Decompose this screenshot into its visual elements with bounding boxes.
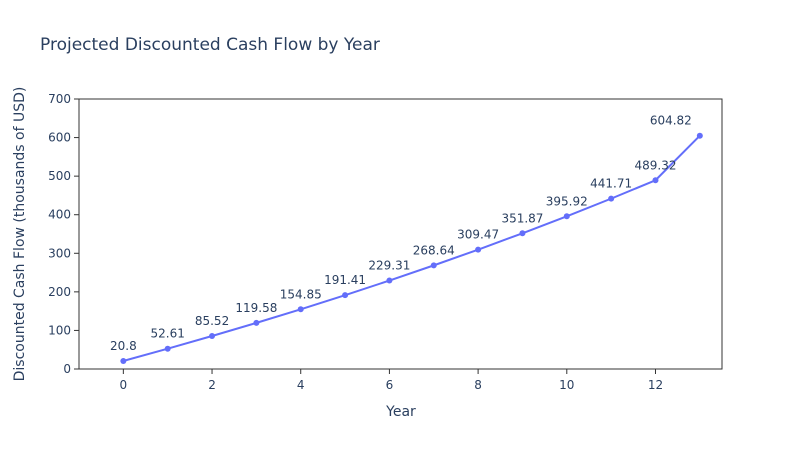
y-tick-label: 700 <box>48 92 71 106</box>
y-tick-label: 100 <box>48 323 71 337</box>
data-point <box>608 195 615 202</box>
y-tick-label: 300 <box>48 246 71 260</box>
data-label: 52.61 <box>151 327 185 341</box>
data-point <box>297 306 304 313</box>
data-point <box>342 292 349 299</box>
data-point <box>519 230 526 237</box>
data-label: 20.8 <box>110 339 137 353</box>
x-tick-label: 10 <box>559 378 574 392</box>
data-point <box>253 319 260 326</box>
y-tick-label: 200 <box>48 285 71 299</box>
data-label: 85.52 <box>195 314 229 328</box>
data-point <box>563 213 570 220</box>
data-label: 351.87 <box>501 211 543 225</box>
x-tick-label: 0 <box>120 378 128 392</box>
x-tick-label: 2 <box>208 378 216 392</box>
data-label: 441.71 <box>590 177 632 191</box>
data-label: 268.64 <box>413 243 455 257</box>
x-axis-title: Year <box>385 404 416 420</box>
y-tick-label: 0 <box>63 362 71 376</box>
x-axis: 0 2 4 6 8 10 12 <box>120 369 663 392</box>
data-label: 309.47 <box>457 228 499 242</box>
data-label: 154.85 <box>280 287 322 301</box>
y-axis-title: Discounted Cash Flow (thousands of USD) <box>12 87 28 382</box>
data-point <box>652 177 659 184</box>
data-point <box>430 262 437 269</box>
data-label: 191.41 <box>324 273 366 287</box>
data-point <box>475 246 482 253</box>
y-tick-label: 400 <box>48 208 71 222</box>
x-tick-label: 8 <box>474 378 482 392</box>
y-axis: 0 100 200 300 400 500 600 700 <box>48 92 79 376</box>
x-tick-label: 4 <box>297 378 305 392</box>
plot-area-frame <box>78 98 723 370</box>
data-label: 119.58 <box>235 301 277 315</box>
series-line <box>123 135 701 362</box>
data-point <box>386 277 393 284</box>
data-label: 604.82 <box>650 114 692 128</box>
data-label: 395.92 <box>546 194 588 208</box>
x-tick-label: 12 <box>648 378 663 392</box>
y-tick-label: 500 <box>48 169 71 183</box>
data-point <box>696 132 703 139</box>
x-tick-label: 6 <box>386 378 394 392</box>
y-tick-label: 600 <box>48 131 71 145</box>
chart-title: Projected Discounted Cash Flow by Year <box>40 35 380 55</box>
data-label: 229.31 <box>368 259 410 273</box>
data-point <box>120 357 127 364</box>
data-label: 489.32 <box>634 158 676 172</box>
data-point <box>164 345 171 352</box>
data-labels: 20.8 52.61 85.52 119.58154.85191.41229.3126… <box>110 114 692 353</box>
data-point <box>209 333 216 340</box>
data-points <box>120 132 703 364</box>
